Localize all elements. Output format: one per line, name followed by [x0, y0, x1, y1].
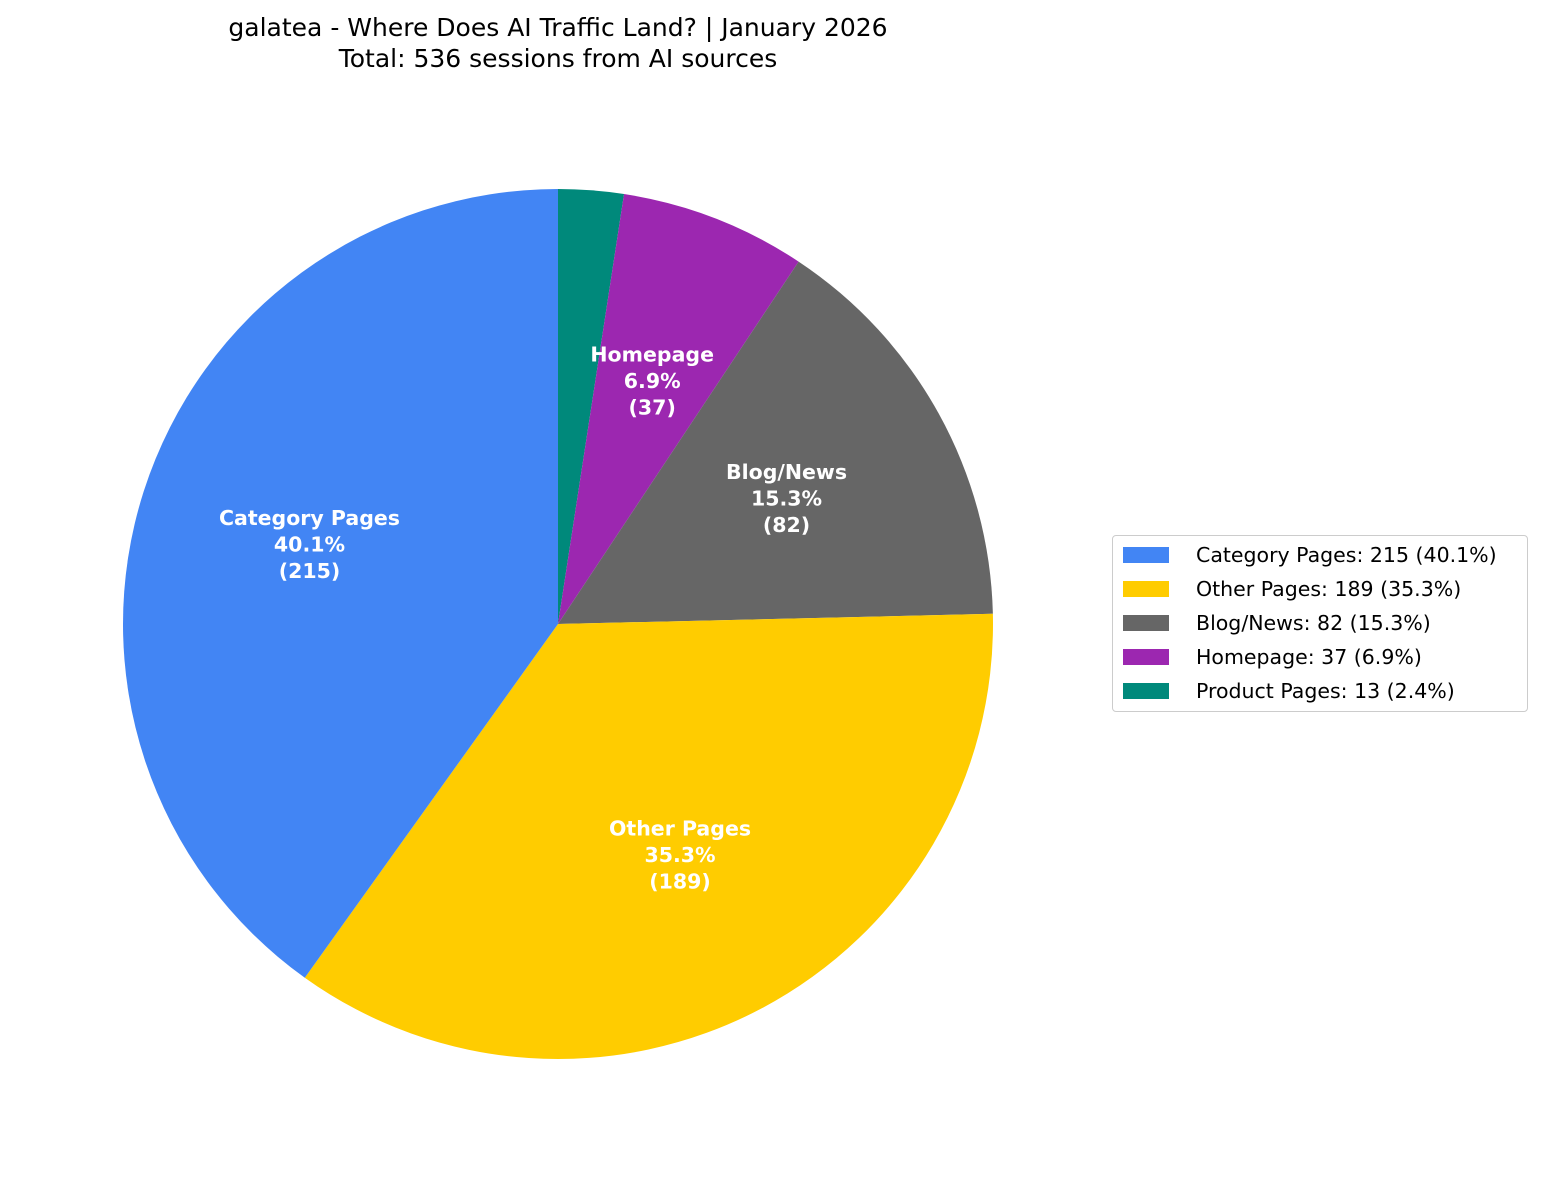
- pie-slice-other-pages: [304, 613, 993, 1060]
- legend-item-homepage: Homepage: 37 (6.9%): [1123, 645, 1422, 669]
- pie-slice-blog-news: [558, 261, 993, 624]
- legend-label: Other Pages: 189 (35.3%): [1196, 577, 1462, 601]
- legend-label: Homepage: 37 (6.9%): [1196, 645, 1422, 669]
- legend-item-product-pages: Product Pages: 13 (2.4%): [1123, 679, 1455, 703]
- legend-swatch: [1123, 547, 1169, 563]
- legend-item-category-pages: Category Pages: 215 (40.1%): [1123, 543, 1497, 567]
- legend-item-other-pages: Other Pages: 189 (35.3%): [1123, 577, 1461, 601]
- slice-label: Homepage 6.9% (37): [590, 343, 714, 420]
- legend-swatch: [1123, 649, 1169, 665]
- legend-label: Category Pages: 215 (40.1%): [1196, 543, 1497, 567]
- slice-label: Other Pages 35.3% (189): [609, 817, 751, 894]
- chart-title-line1: galatea - Where Does AI Traffic Land? | …: [228, 13, 888, 42]
- chart-subtitle: Total: 536 sessions from AI sources: [338, 44, 778, 73]
- legend-label: Blog/News: 82 (15.3%): [1196, 611, 1431, 635]
- legend: Category Pages: 215 (40.1%) Other Pages:…: [1112, 535, 1528, 712]
- legend-item-blog-news: Blog/News: 82 (15.3%): [1123, 611, 1431, 635]
- legend-label: Product Pages: 13 (2.4%): [1196, 679, 1455, 703]
- slice-label: Blog/News 15.3% (82): [726, 460, 847, 537]
- slice-label: Category Pages 40.1% (215): [219, 506, 400, 583]
- pie-slice-category-pages: [122, 189, 559, 978]
- chart-title: galatea - Where Does AI Traffic Land? | …: [0, 12, 1116, 74]
- pie-slice-homepage: [558, 194, 799, 625]
- legend-swatch: [1123, 615, 1169, 631]
- legend-swatch: [1123, 581, 1169, 597]
- legend-swatch: [1123, 683, 1169, 699]
- pie-slice-product-pages: [558, 189, 625, 624]
